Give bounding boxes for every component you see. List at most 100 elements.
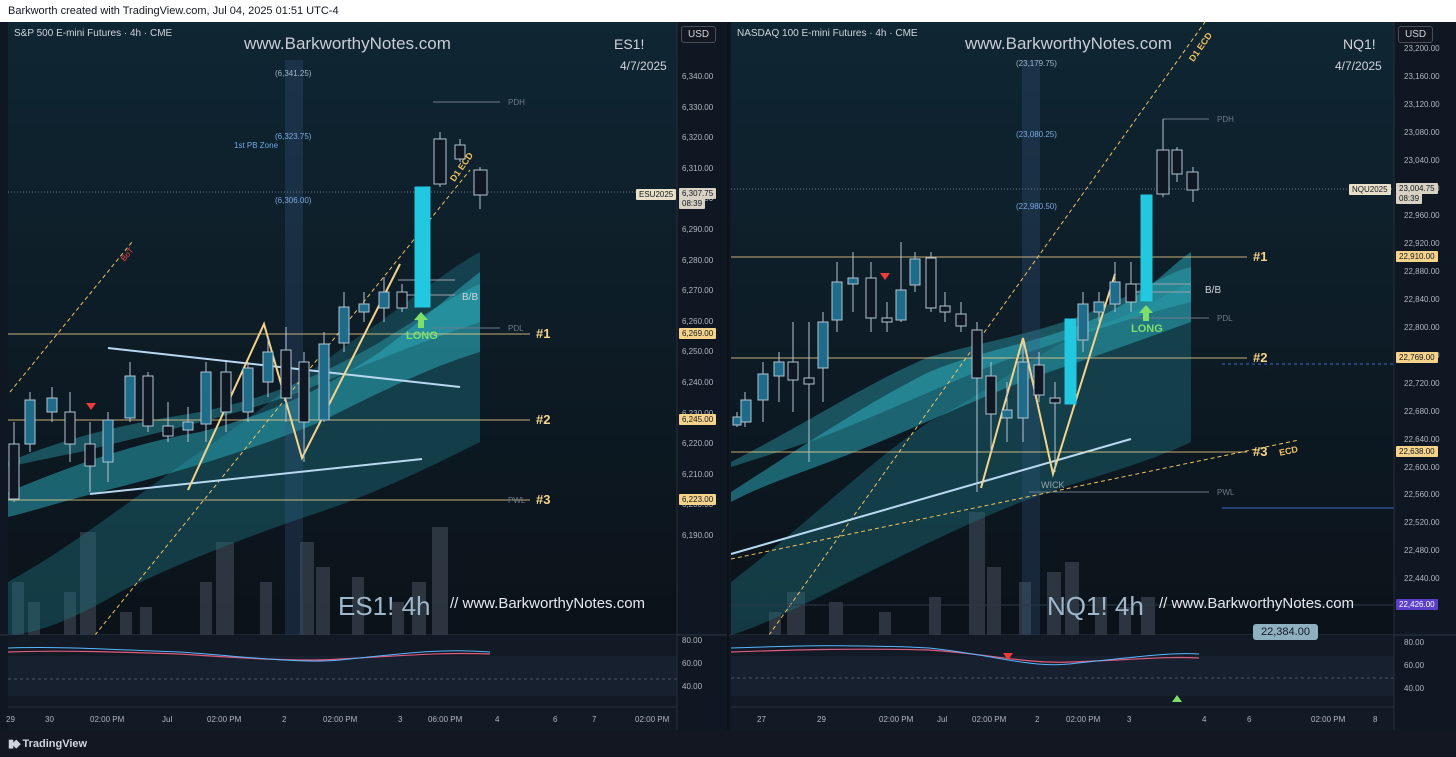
x-axis-tick: 02:00 PM — [1311, 715, 1346, 724]
y-axis-tick: 22,960.00 — [1404, 211, 1440, 221]
bb-label: B/B — [462, 292, 479, 303]
y-axis-tick: 6,230.00 — [682, 409, 713, 418]
symbol-line: S&P 500 E-mini Futures · 4h · CME — [14, 28, 173, 39]
x-axis-tick: 27 — [757, 715, 766, 724]
target-mid-label: (6,323.75) — [275, 132, 312, 141]
x-axis-tick: 6 — [553, 715, 558, 724]
y-axis-tick: 22,680.00 — [1404, 406, 1440, 416]
x-axis-tick: 02:00 PM — [635, 715, 670, 724]
brand-label: TradingView — [22, 737, 88, 750]
x-axis-tick: 29 — [817, 715, 826, 724]
x-axis-tick: 7 — [592, 715, 597, 724]
y-axis-tick: 6,320.00 — [682, 133, 714, 143]
wick-label: WICK — [1041, 480, 1065, 490]
osc-axis-tick: 80.00 — [682, 636, 703, 645]
y-axis-tick: 6,210.00 — [682, 469, 714, 479]
pwl-label: PWL — [508, 496, 526, 505]
y-axis-tick: 22,800.00 — [1404, 323, 1440, 332]
watermark-url: www.BarkworthyNotes.com — [965, 34, 1172, 53]
pdh-label: PDH — [1217, 115, 1234, 124]
x-axis-tick: 6 — [1247, 715, 1252, 724]
chart-panel-es[interactable]: S&P 500 E-mini Futures · 4h · CME www.Ba… — [0, 22, 727, 730]
y-axis-tick: 23,040.00 — [1404, 155, 1440, 165]
osc-axis-tick: 80.00 — [1404, 638, 1425, 647]
current-contract-tag: ESU2025 — [636, 189, 677, 200]
y-axis-tick: 6,340.00 — [682, 72, 714, 81]
level-2-price-tag: 6,245.00 — [679, 414, 717, 425]
tradingview-brand[interactable]: ▮◆ TradingView — [8, 737, 88, 751]
level-1-price-tag: 22,910.00 — [1396, 251, 1438, 262]
x-axis-tick: 8 — [1373, 715, 1378, 724]
y-axis-tick: 22,840.00 — [1404, 295, 1440, 305]
osc-axis-tick: 60.00 — [682, 659, 703, 668]
y-axis-tick: 22,720.00 — [1404, 378, 1440, 388]
big-watermark: ES1! 4h — [338, 591, 431, 621]
chart-panel-nq[interactable]: NASDAQ 100 E-mini Futures · 4h · CME www… — [729, 22, 1456, 730]
x-axis-tick: 02:00 PM — [972, 715, 1007, 724]
tradingview-logo-icon: ▮◆ — [8, 738, 20, 750]
currency-button[interactable]: USD — [1398, 26, 1434, 43]
level-1-label: #1 — [536, 326, 551, 341]
level-3-price-tag: 6,223.00 — [679, 494, 717, 505]
x-axis-tick: 2 — [1035, 715, 1040, 724]
y-axis-tick: 23,120.00 — [1404, 99, 1440, 109]
level-2-label: #2 — [1253, 350, 1268, 365]
symbol-line: NASDAQ 100 E-mini Futures · 4h · CME — [737, 28, 918, 39]
x-axis-tick: 02:00 PM — [879, 715, 914, 724]
current-contract-tag: NQU2025 — [1349, 184, 1391, 195]
x-axis-tick: Jul — [162, 715, 173, 724]
pwl-label: PWL — [1217, 488, 1235, 497]
long-label: LONG — [406, 330, 438, 342]
cursor-price-tag: 22,384.00 — [1253, 624, 1318, 640]
target-mid-label: (23,080.25) — [1016, 130, 1057, 139]
y-axis-tick: 6,220.00 — [682, 439, 714, 449]
level-3-label: #3 — [1253, 444, 1268, 459]
long-label: LONG — [1131, 323, 1163, 335]
x-axis-tick: 02:00 PM — [323, 715, 358, 724]
y-axis-tick: 22,920.00 — [1404, 239, 1440, 249]
ticker-label: ES1! — [614, 36, 645, 52]
x-axis-tick: 2 — [282, 715, 287, 724]
date-label: 4/7/2025 — [620, 59, 667, 73]
low-price-tag: 22,426.00 — [1396, 599, 1438, 610]
y-axis-tick: 22,480.00 — [1404, 546, 1440, 556]
x-axis-tick: 30 — [45, 715, 54, 724]
small-watermark: // www.BarkworthyNotes.com — [1159, 595, 1355, 612]
y-axis-tick: 22,640.00 — [1404, 434, 1440, 444]
y-axis-tick: 6,250.00 — [682, 347, 714, 357]
osc-axis-tick: 40.00 — [682, 682, 703, 691]
current-price-tag: 23,004.75 — [1396, 183, 1438, 194]
chart-canvas-es[interactable] — [0, 22, 727, 730]
level-2-price-tag: 22,769.00 — [1396, 352, 1438, 363]
watermark-url: www.BarkworthyNotes.com — [244, 34, 451, 53]
footer-bar: ▮◆ TradingView — [0, 730, 1456, 757]
y-axis-tick: 6,270.00 — [682, 286, 714, 296]
x-axis-tick: 4 — [495, 715, 500, 724]
target-high-label: (6,341.25) — [275, 69, 312, 78]
target-high-label: (23,179.75) — [1016, 59, 1057, 68]
level-2-label: #2 — [536, 412, 551, 427]
y-axis-tick: 6,280.00 — [682, 255, 714, 265]
level-1-label: #1 — [1253, 249, 1268, 264]
pdh-label: PDH — [508, 98, 525, 107]
y-axis-tick: 22,600.00 — [1404, 462, 1440, 472]
y-axis-tick: 23,080.00 — [1404, 127, 1440, 137]
level-3-price-tag: 22,638.00 — [1396, 446, 1438, 457]
y-axis-tick: 6,290.00 — [682, 225, 714, 234]
pdl-label: PDL — [1217, 314, 1233, 323]
chart-canvas-nq[interactable] — [729, 22, 1456, 730]
target-low-label: (22,980.50) — [1016, 202, 1057, 211]
y-axis-tick: 22,520.00 — [1404, 518, 1440, 528]
y-axis-tick: 6,330.00 — [682, 102, 714, 112]
y-axis-tick: 22,880.00 — [1404, 267, 1440, 277]
countdown-tag: 08:39 — [679, 198, 706, 209]
x-axis-tick: 02:00 PM — [1066, 715, 1101, 724]
big-watermark: NQ1! 4h — [1047, 591, 1144, 621]
currency-button[interactable]: USD — [681, 26, 717, 43]
zone-label: 1st PB Zone — [234, 141, 279, 150]
y-axis-tick: 23,160.00 — [1404, 71, 1440, 81]
pdl-label: PDL — [508, 324, 524, 333]
current-price-tag: 6,307.75 — [679, 188, 717, 199]
header-text: Barkworth created with TradingView.com, … — [8, 5, 339, 17]
y-axis-tick: 6,260.00 — [682, 316, 714, 326]
